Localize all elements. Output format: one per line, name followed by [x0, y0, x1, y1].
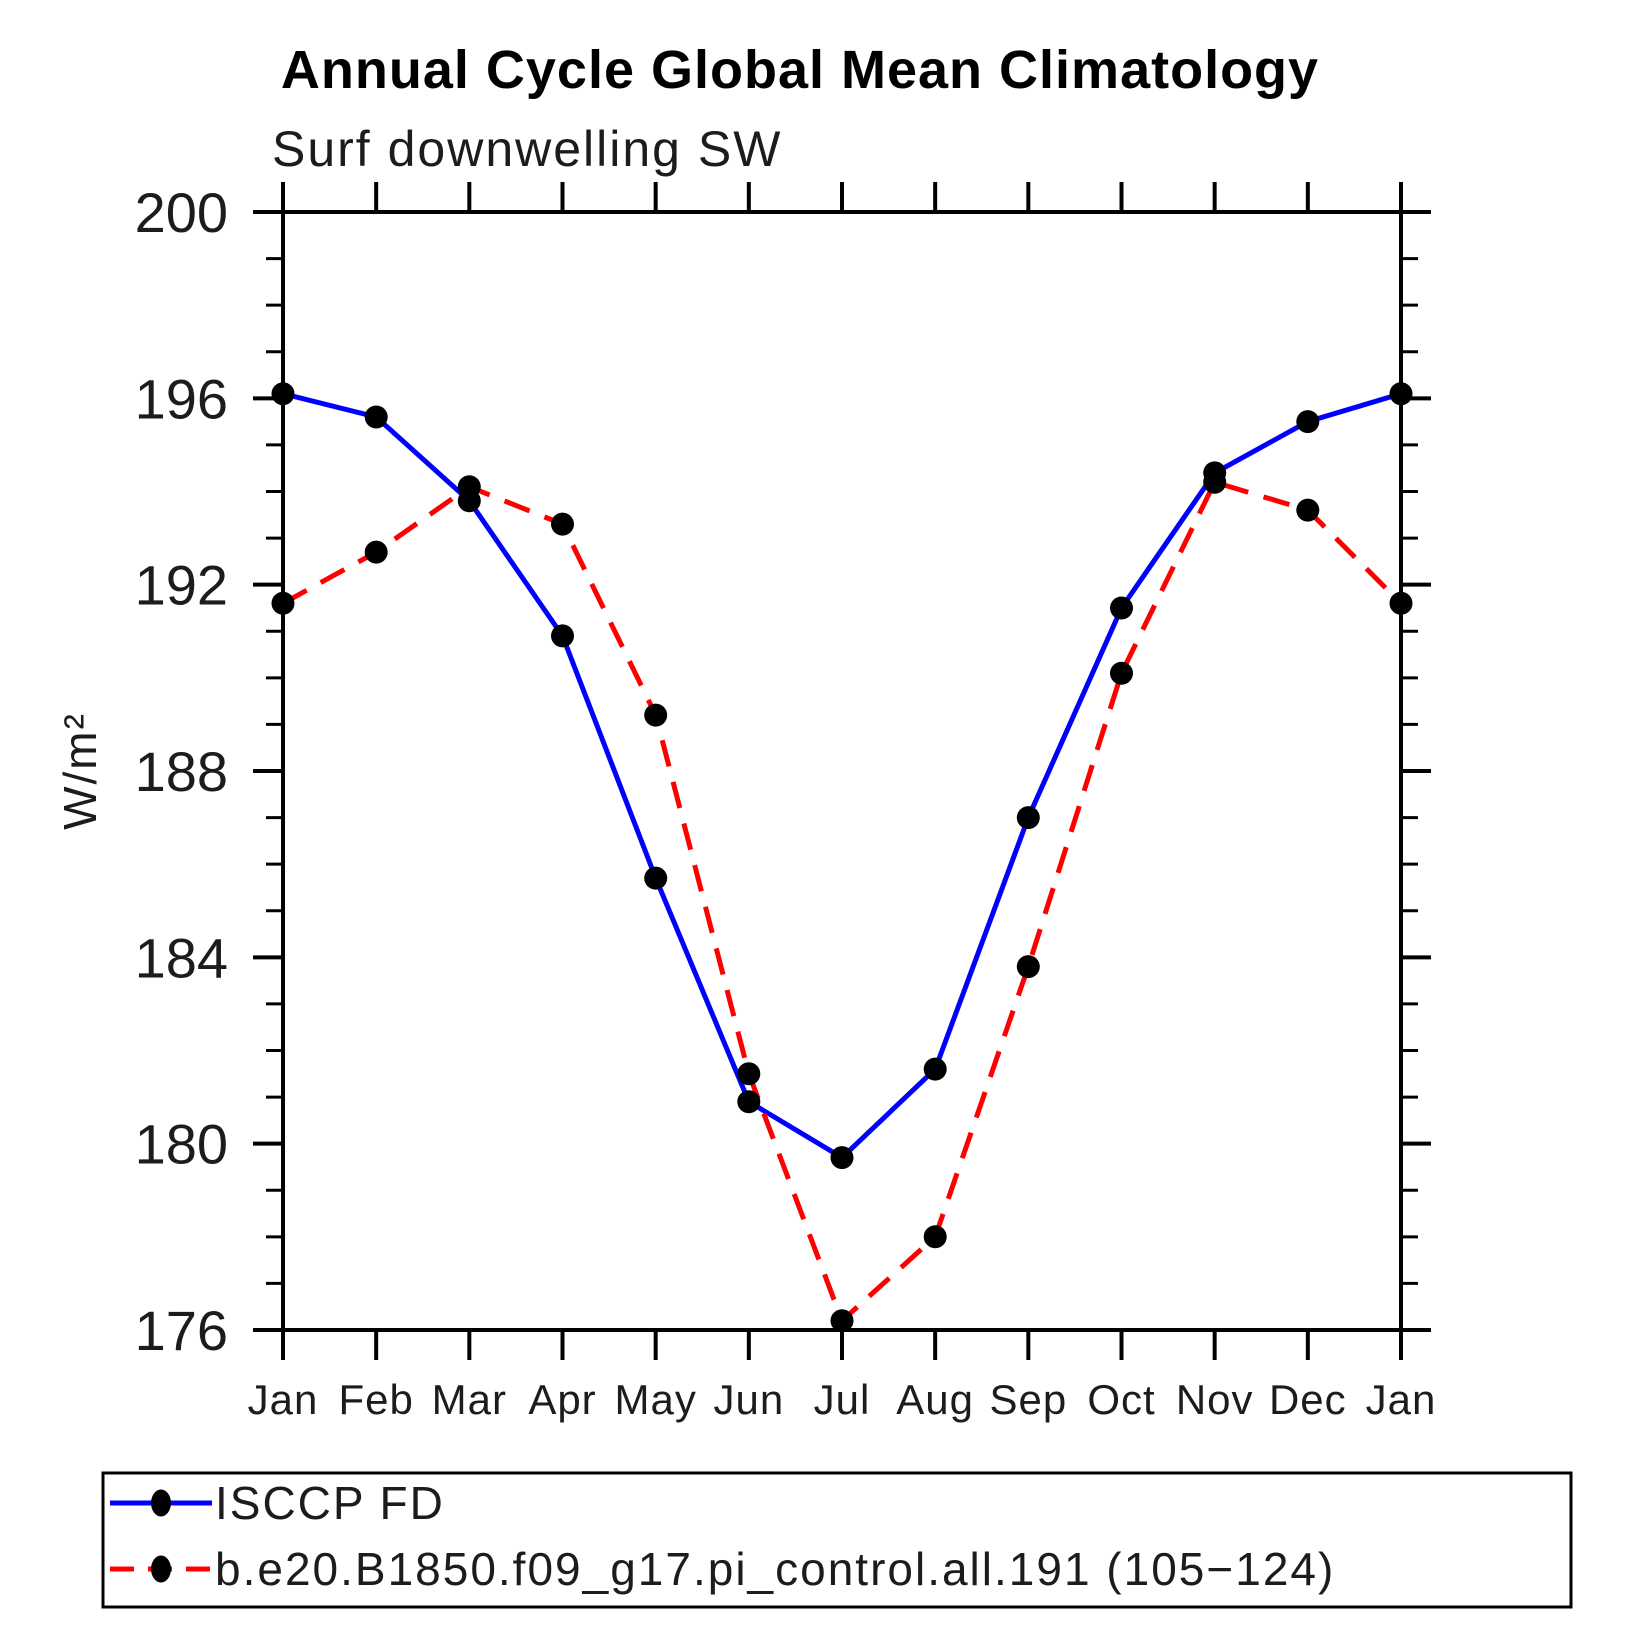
data-point-series-1 [1296, 498, 1320, 522]
y-axis-label: W/m² [54, 712, 106, 830]
x-tick-label: May [614, 1376, 696, 1423]
data-point-series-1 [1203, 470, 1227, 494]
legend-item-model: b.e20.B1850.f09_g17.pi_control.all.191 (… [110, 1543, 1335, 1595]
data-point-series-1 [1110, 661, 1133, 685]
x-tick-label: Jun [713, 1376, 784, 1423]
legend-item-isccp: ISCCP FD [110, 1477, 445, 1529]
y-tick-label: 196 [135, 367, 228, 430]
x-tick-label: Jan [1366, 1376, 1437, 1423]
data-point-series-1 [1016, 955, 1040, 979]
chart-title: Annual Cycle Global Mean Climatology [281, 40, 1319, 100]
x-tick-label: Nov [1176, 1376, 1254, 1423]
data-point-series-1 [923, 1225, 947, 1249]
plot-area: 176 180 184 188 192 196 200 Jan Feb Mar Apr May Jun J… [135, 181, 1437, 1423]
data-point-series-0 [1389, 382, 1413, 406]
data-point-series-0 [1110, 596, 1133, 620]
data-point-series-1 [1389, 591, 1413, 615]
data-point-series-1 [737, 1062, 761, 1086]
x-tick-label: Jul [814, 1376, 871, 1423]
data-point-series-1 [457, 475, 481, 499]
series-line-1 [281, 479, 1403, 1326]
legend-marker-model [151, 1555, 171, 1583]
data-point-series-0 [1016, 806, 1040, 830]
y-tick-label: 200 [135, 181, 228, 244]
data-point-series-1 [364, 540, 388, 564]
x-tick-label: Apr [528, 1376, 596, 1423]
data-point-series-0 [830, 1146, 854, 1170]
y-tick-label: 192 [135, 554, 228, 617]
data-point-series-1 [644, 703, 668, 727]
x-tick-label: Mar [432, 1376, 507, 1423]
y-tick-label: 180 [135, 1113, 228, 1176]
legend-label-isccp: ISCCP FD [215, 1477, 445, 1529]
data-point-series-0 [923, 1057, 947, 1081]
data-point-series-0 [551, 624, 574, 648]
x-tick-label: Aug [896, 1376, 974, 1423]
chart-subtitle: Surf downwelling SW [272, 121, 782, 177]
legend-marker-isccp [151, 1489, 171, 1517]
data-point-series-0 [737, 1090, 761, 1114]
data-point-series-0 [644, 866, 668, 890]
data-point-series-1 [830, 1309, 854, 1333]
x-tick-label: Sep [989, 1376, 1067, 1423]
data-point-series-0 [1296, 410, 1320, 434]
y-tick-label: 188 [135, 740, 228, 803]
y-tick-label: 184 [135, 926, 228, 989]
x-tick-label: Dec [1269, 1376, 1347, 1423]
data-point-series-0 [271, 382, 295, 406]
x-tick-label: Oct [1087, 1376, 1155, 1423]
legend-box [101, 1471, 1573, 1609]
legend-label-model: b.e20.B1850.f09_g17.pi_control.all.191 (… [215, 1543, 1335, 1595]
data-point-series-0 [364, 405, 388, 429]
series-line-0 [282, 391, 1402, 1161]
x-tick-label: Feb [338, 1376, 413, 1423]
legend: ISCCP FD b.e20.B1850.f09_g17.pi_control.… [101, 1471, 1573, 1609]
y-tick-label: 176 [135, 1299, 228, 1362]
data-point-series-1 [551, 512, 574, 536]
x-tick-label: Jan [248, 1376, 319, 1423]
data-point-series-1 [271, 591, 295, 615]
